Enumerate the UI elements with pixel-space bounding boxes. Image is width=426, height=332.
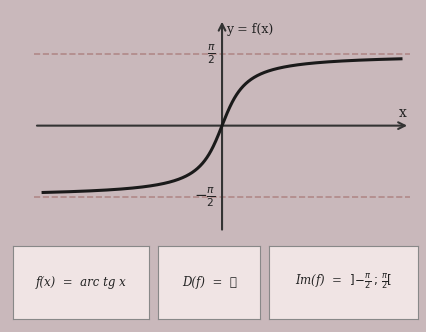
Text: D(f)  =  ℝ: D(f) = ℝ: [181, 276, 236, 289]
Text: y = f(x): y = f(x): [226, 24, 273, 37]
Text: $\frac{\pi}{2}$: $\frac{\pi}{2}$: [207, 42, 215, 66]
Text: $-\frac{\pi}{2}$: $-\frac{\pi}{2}$: [194, 185, 215, 209]
Text: x: x: [397, 106, 406, 120]
Text: Im(f)  =  $]\!-\!\frac{\pi}{2}\,;\,\frac{\pi}{2}\![$: Im(f) = $]\!-\!\frac{\pi}{2}\,;\,\frac{\…: [295, 273, 391, 292]
Text: f(x)  =  arc tg x: f(x) = arc tg x: [36, 276, 126, 289]
